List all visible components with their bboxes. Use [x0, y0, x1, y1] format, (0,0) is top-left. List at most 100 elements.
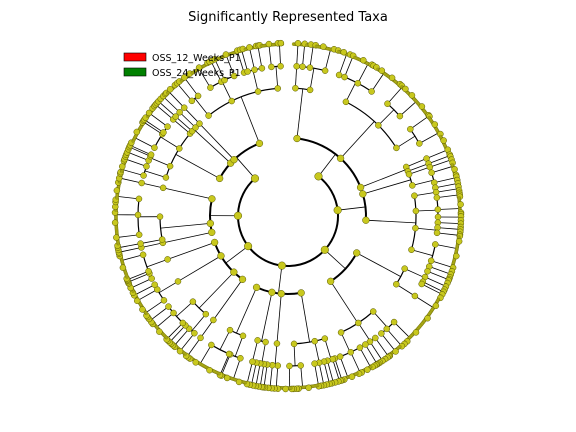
clade-node: [294, 40, 302, 47]
clade-node: [210, 238, 219, 247]
clade-node: [174, 278, 182, 285]
clade-node: [378, 67, 386, 74]
branch-stem: [144, 170, 167, 178]
legend-swatch-oss-24: [123, 67, 147, 77]
clade-node: [356, 344, 364, 351]
clade-node: [195, 64, 203, 71]
branch-stem: [429, 159, 452, 168]
clade-node: [455, 238, 463, 245]
clade-node: [428, 169, 435, 176]
clade-node: [333, 206, 342, 215]
branch-stem: [274, 343, 278, 366]
branch-stem: [162, 96, 180, 113]
branch-stem: [419, 132, 440, 144]
branch-stem: [166, 322, 184, 340]
clade-node: [206, 219, 215, 228]
clade-node: [390, 318, 398, 326]
branch-stem: [219, 329, 231, 350]
clade-node: [230, 72, 238, 80]
clade-node: [402, 85, 409, 93]
clade-node: [170, 309, 177, 317]
clade-node: [340, 48, 347, 56]
clade-node: [228, 97, 235, 105]
branch-stem: [338, 53, 348, 76]
clade-node: [353, 249, 361, 257]
clade-node: [286, 362, 293, 370]
clade-node: [360, 57, 367, 64]
clade-node: [208, 195, 216, 203]
branch-stem: [357, 62, 369, 84]
clade-node: [372, 334, 379, 342]
branch-stem: [120, 254, 144, 262]
clade-node: [427, 257, 435, 265]
branch-stem: [396, 283, 416, 297]
clade-node: [230, 156, 238, 164]
clade-node: [375, 122, 382, 129]
clade-node: [175, 145, 183, 152]
branch-stem: [173, 328, 190, 347]
clade-node: [197, 334, 204, 342]
clade-node: [113, 234, 120, 241]
clade-node: [233, 211, 243, 220]
branch-stem: [309, 68, 315, 90]
branch-stem: [200, 319, 214, 339]
branch-stem: [415, 209, 438, 212]
clade-node: [252, 283, 261, 292]
branch-stem: [144, 119, 164, 133]
branch-stem: [169, 325, 186, 343]
clade-node: [292, 84, 299, 92]
branch-stem: [300, 365, 304, 389]
branch-stem: [236, 157, 256, 179]
clade-node: [143, 163, 150, 170]
branch-stem: [149, 157, 171, 167]
branch-stem: [117, 243, 141, 249]
branch-stem: [175, 116, 193, 132]
branch-stem: [372, 311, 389, 329]
branch-stem: [293, 343, 296, 366]
branch-stem: [261, 341, 266, 364]
branch-stem: [167, 242, 215, 260]
clade-node: [162, 174, 170, 181]
clade-node: [250, 174, 260, 183]
branch-stem: [275, 66, 279, 89]
clade-node: [156, 213, 164, 220]
clade-node: [135, 195, 143, 203]
clade-node: [176, 109, 183, 116]
branch-stem: [359, 347, 372, 369]
branch-stem: [428, 155, 451, 164]
branch-stem: [199, 123, 235, 160]
clade-node: [145, 267, 152, 275]
branch-stem: [318, 153, 336, 177]
clade-node: [226, 326, 234, 334]
branch-stem: [365, 344, 378, 365]
clade-node: [401, 265, 408, 272]
clade-node: [235, 378, 243, 386]
branch-stem: [127, 151, 149, 161]
branch-stem: [252, 70, 259, 92]
clade-node: [166, 86, 174, 93]
branch-stem: [261, 292, 273, 342]
clade-node: [277, 62, 284, 70]
branch-stem: [158, 101, 176, 117]
clade-node: [388, 74, 396, 82]
clade-node: [202, 310, 210, 318]
clade-node: [412, 329, 420, 336]
clade-node: [205, 112, 212, 119]
branch-stem: [393, 321, 411, 339]
branch-stem: [344, 55, 354, 78]
clade-node: [192, 359, 199, 366]
clade-node: [165, 303, 172, 310]
branch-stem: [296, 88, 304, 139]
clade-node: [320, 43, 327, 50]
branch-stem: [412, 179, 434, 186]
clade-node: [311, 337, 318, 345]
branch-stem: [124, 158, 147, 167]
clade-node: [434, 206, 442, 213]
branch-stem: [183, 107, 200, 124]
clade-node: [230, 268, 238, 276]
branch-stem: [276, 293, 282, 344]
branch-stem: [339, 356, 349, 379]
clade-node: [432, 241, 439, 248]
branch-stem: [278, 265, 283, 294]
